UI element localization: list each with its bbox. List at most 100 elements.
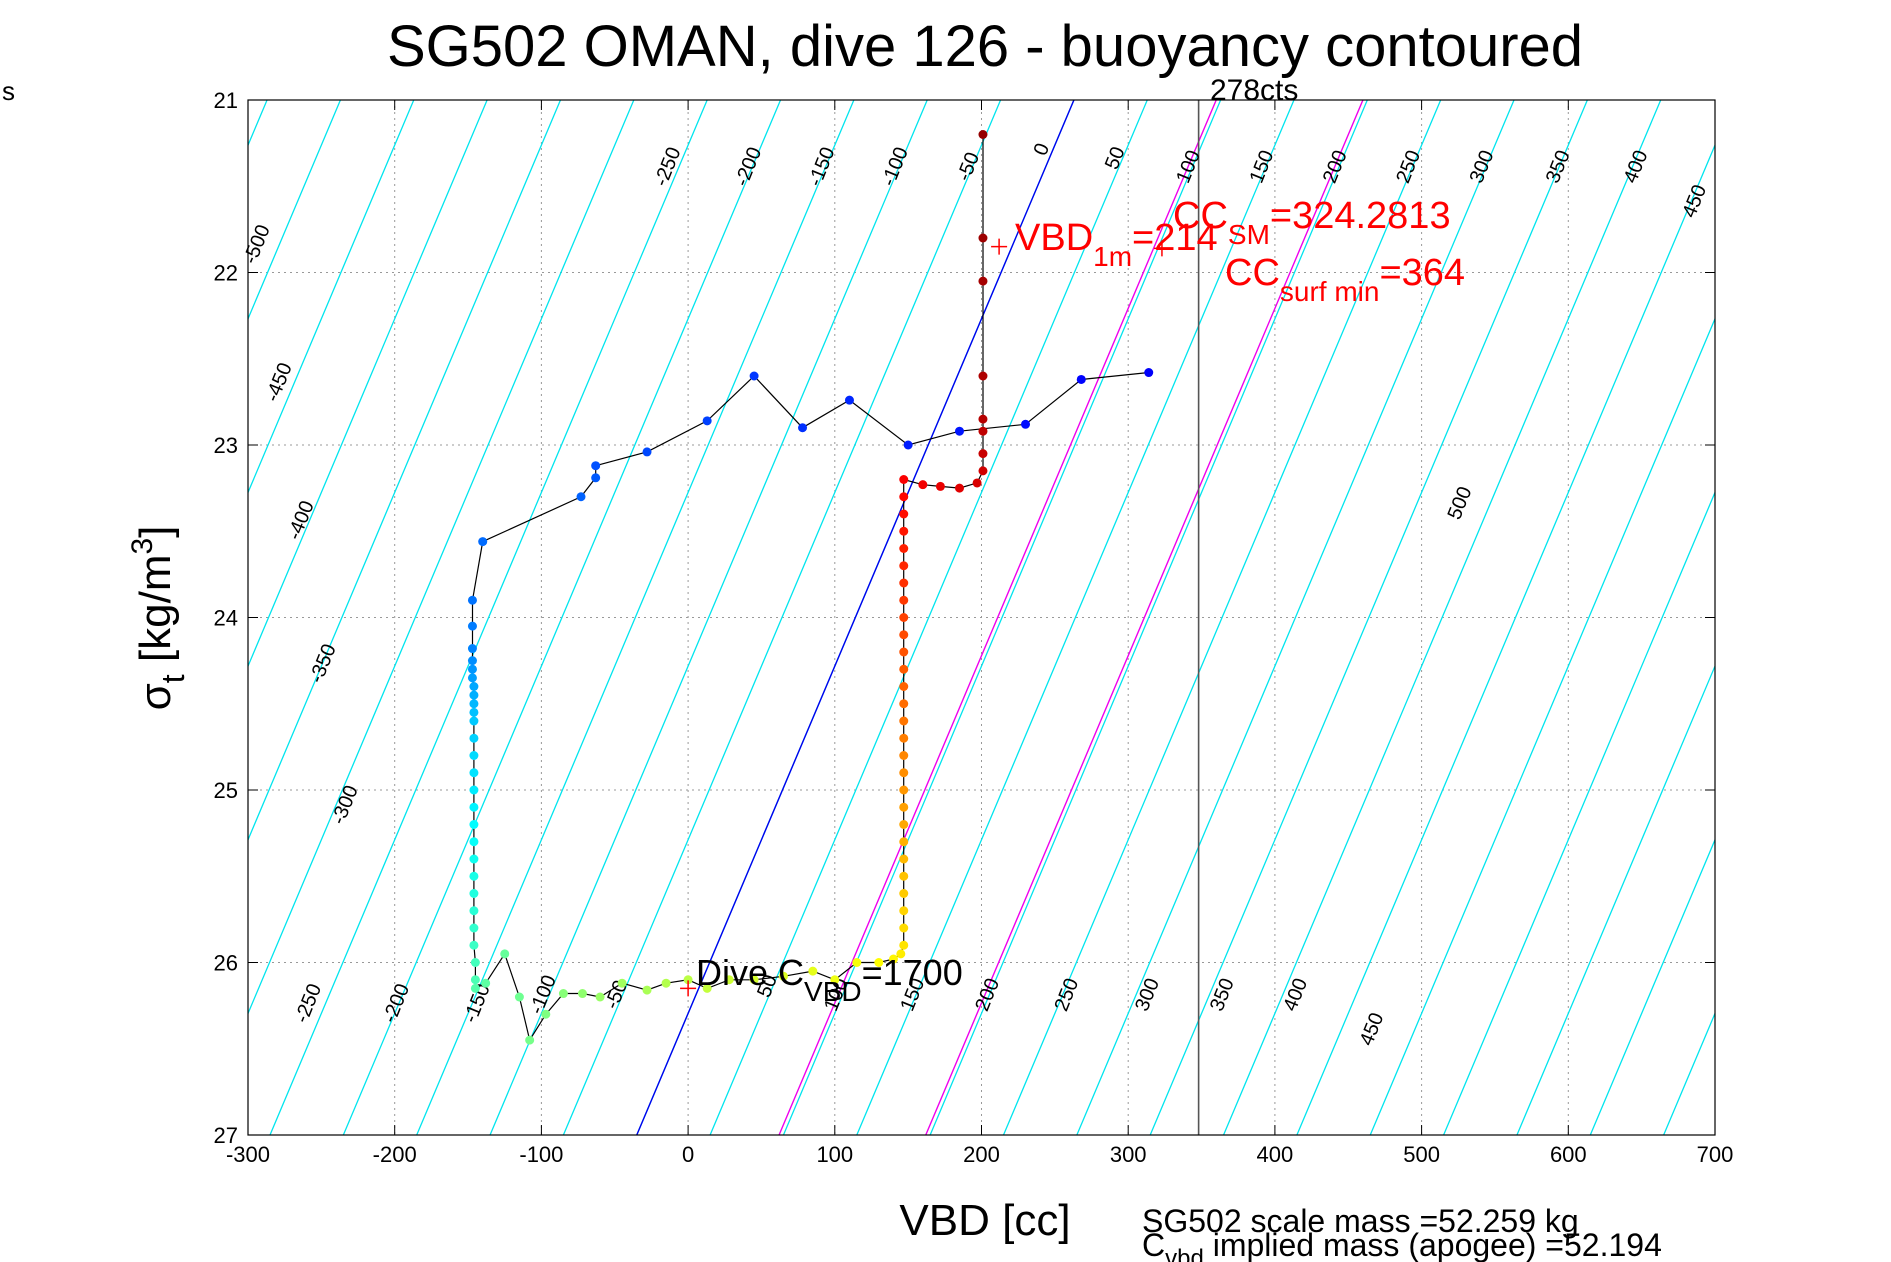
contour-label: 350: [1206, 975, 1239, 1014]
profile-point: [749, 371, 759, 381]
profile-point: [591, 461, 601, 471]
profile-point: [591, 473, 601, 483]
y-axis-label: σt [kg/m3]: [126, 526, 191, 711]
contour-label: -100: [878, 144, 913, 189]
contour-label: -400: [283, 498, 318, 543]
dive-cvbd-annotation: Dive CVBD=1700: [696, 952, 963, 1007]
profile-point: [978, 130, 988, 139]
y-tick-label: 22: [214, 261, 238, 286]
profile-point: [899, 475, 909, 484]
profile-point: [470, 983, 480, 993]
profile-point: [467, 664, 477, 674]
profile-point: [899, 595, 909, 605]
contour-label: 250: [1392, 147, 1425, 186]
contour-line: [416, 100, 855, 1135]
contour-label: -250: [650, 144, 685, 189]
contour-label: -350: [305, 641, 340, 686]
profile-point: [595, 992, 605, 1002]
y-axis: 21 22 23 24 25 26 27: [214, 88, 1715, 1148]
profile-point: [978, 414, 988, 424]
profile-point: [469, 690, 479, 700]
profile-point: [469, 716, 479, 726]
profile-point: [467, 595, 477, 605]
contour-line: [929, 100, 1368, 1135]
contour-line: [0, 100, 47, 1135]
contour-line: [709, 100, 1148, 1135]
contour-line: [1369, 317, 1715, 1135]
contour-line: [1296, 143, 1715, 1135]
contour-label: 300: [1466, 147, 1499, 186]
profile-line: [471, 134, 1149, 1042]
contour-label: -500: [239, 222, 274, 267]
profile-point: [899, 716, 909, 726]
x-tick-label: 600: [1550, 1142, 1587, 1167]
profile-point: [642, 985, 652, 995]
contour-label: 400: [1279, 975, 1312, 1014]
contour-label: -300: [327, 782, 362, 827]
profile-point: [469, 699, 479, 709]
profile-point: [642, 447, 652, 457]
profile-point: [514, 992, 524, 1002]
x-tick-label: -100: [519, 1142, 563, 1167]
x-axis: -300 -200 -100 0 100 200 300 400 500 600 700: [226, 100, 1733, 1167]
profile-point: [467, 644, 477, 654]
profile-point: [888, 954, 898, 964]
x-tick-label: 300: [1110, 1142, 1147, 1167]
profile-point: [469, 871, 479, 881]
contour-line: [248, 100, 415, 495]
contour-label: 250: [1050, 975, 1083, 1014]
profile-point: [899, 802, 909, 812]
profile-point: [469, 820, 479, 829]
contour-line: [1663, 1011, 1715, 1135]
profile-point: [899, 820, 909, 829]
profile-point: [830, 975, 840, 985]
profile-point: [467, 673, 477, 683]
contour-line: [562, 100, 1002, 1135]
profile-point: [899, 578, 909, 588]
profile-point: [899, 492, 909, 502]
profile-point: [798, 423, 808, 433]
x-tick-label: 100: [816, 1142, 853, 1167]
profile-point: [469, 802, 479, 812]
profile-point: [899, 923, 909, 933]
cc-surf-min-annotation: CCsurf min=364: [1225, 252, 1465, 307]
profile-point: [469, 682, 479, 691]
profile-point: [525, 1035, 535, 1045]
contour-line: [269, 100, 708, 1135]
y-tick-label: 26: [214, 951, 238, 976]
contour-label: 450: [1356, 1010, 1389, 1049]
profile-point: [899, 837, 909, 847]
corner-text: s: [2, 76, 15, 106]
contour-label: 150: [1246, 147, 1279, 186]
contour-label: -250: [291, 981, 326, 1026]
contour-label: 100: [1172, 147, 1205, 186]
y-tick-label: 27: [214, 1123, 238, 1148]
profile-point: [702, 416, 712, 426]
profile-point: [852, 958, 862, 967]
profile-point: [899, 544, 909, 553]
cc-sm-marker: [1153, 240, 1170, 257]
implied-mass-annotation: Cvbd implied mass (apogee) =52.194: [1142, 1227, 1662, 1262]
special-line: [925, 100, 1364, 1135]
profile-point: [899, 664, 909, 674]
x-tick-label: -300: [226, 1142, 270, 1167]
profile-point: [469, 768, 479, 778]
profile-point: [978, 426, 988, 436]
contour-line: [1516, 664, 1715, 1135]
profile-point: [617, 978, 627, 988]
x-tick-label: 200: [963, 1142, 1000, 1167]
contour-label: 450: [1678, 182, 1711, 221]
profile-point: [935, 481, 945, 491]
contour-label: 200: [971, 975, 1004, 1014]
profile-point: [481, 978, 491, 988]
profile-point: [899, 889, 909, 898]
profile-point: [899, 561, 909, 571]
profile-point: [469, 707, 479, 717]
contour-line: [1222, 100, 1662, 1135]
profile-point: [467, 621, 477, 631]
profile-point: [899, 854, 909, 864]
profile-point: [899, 906, 909, 916]
vbd-1m-annotation: VBD1m=214: [1015, 217, 1218, 272]
profile-point: [844, 395, 854, 405]
